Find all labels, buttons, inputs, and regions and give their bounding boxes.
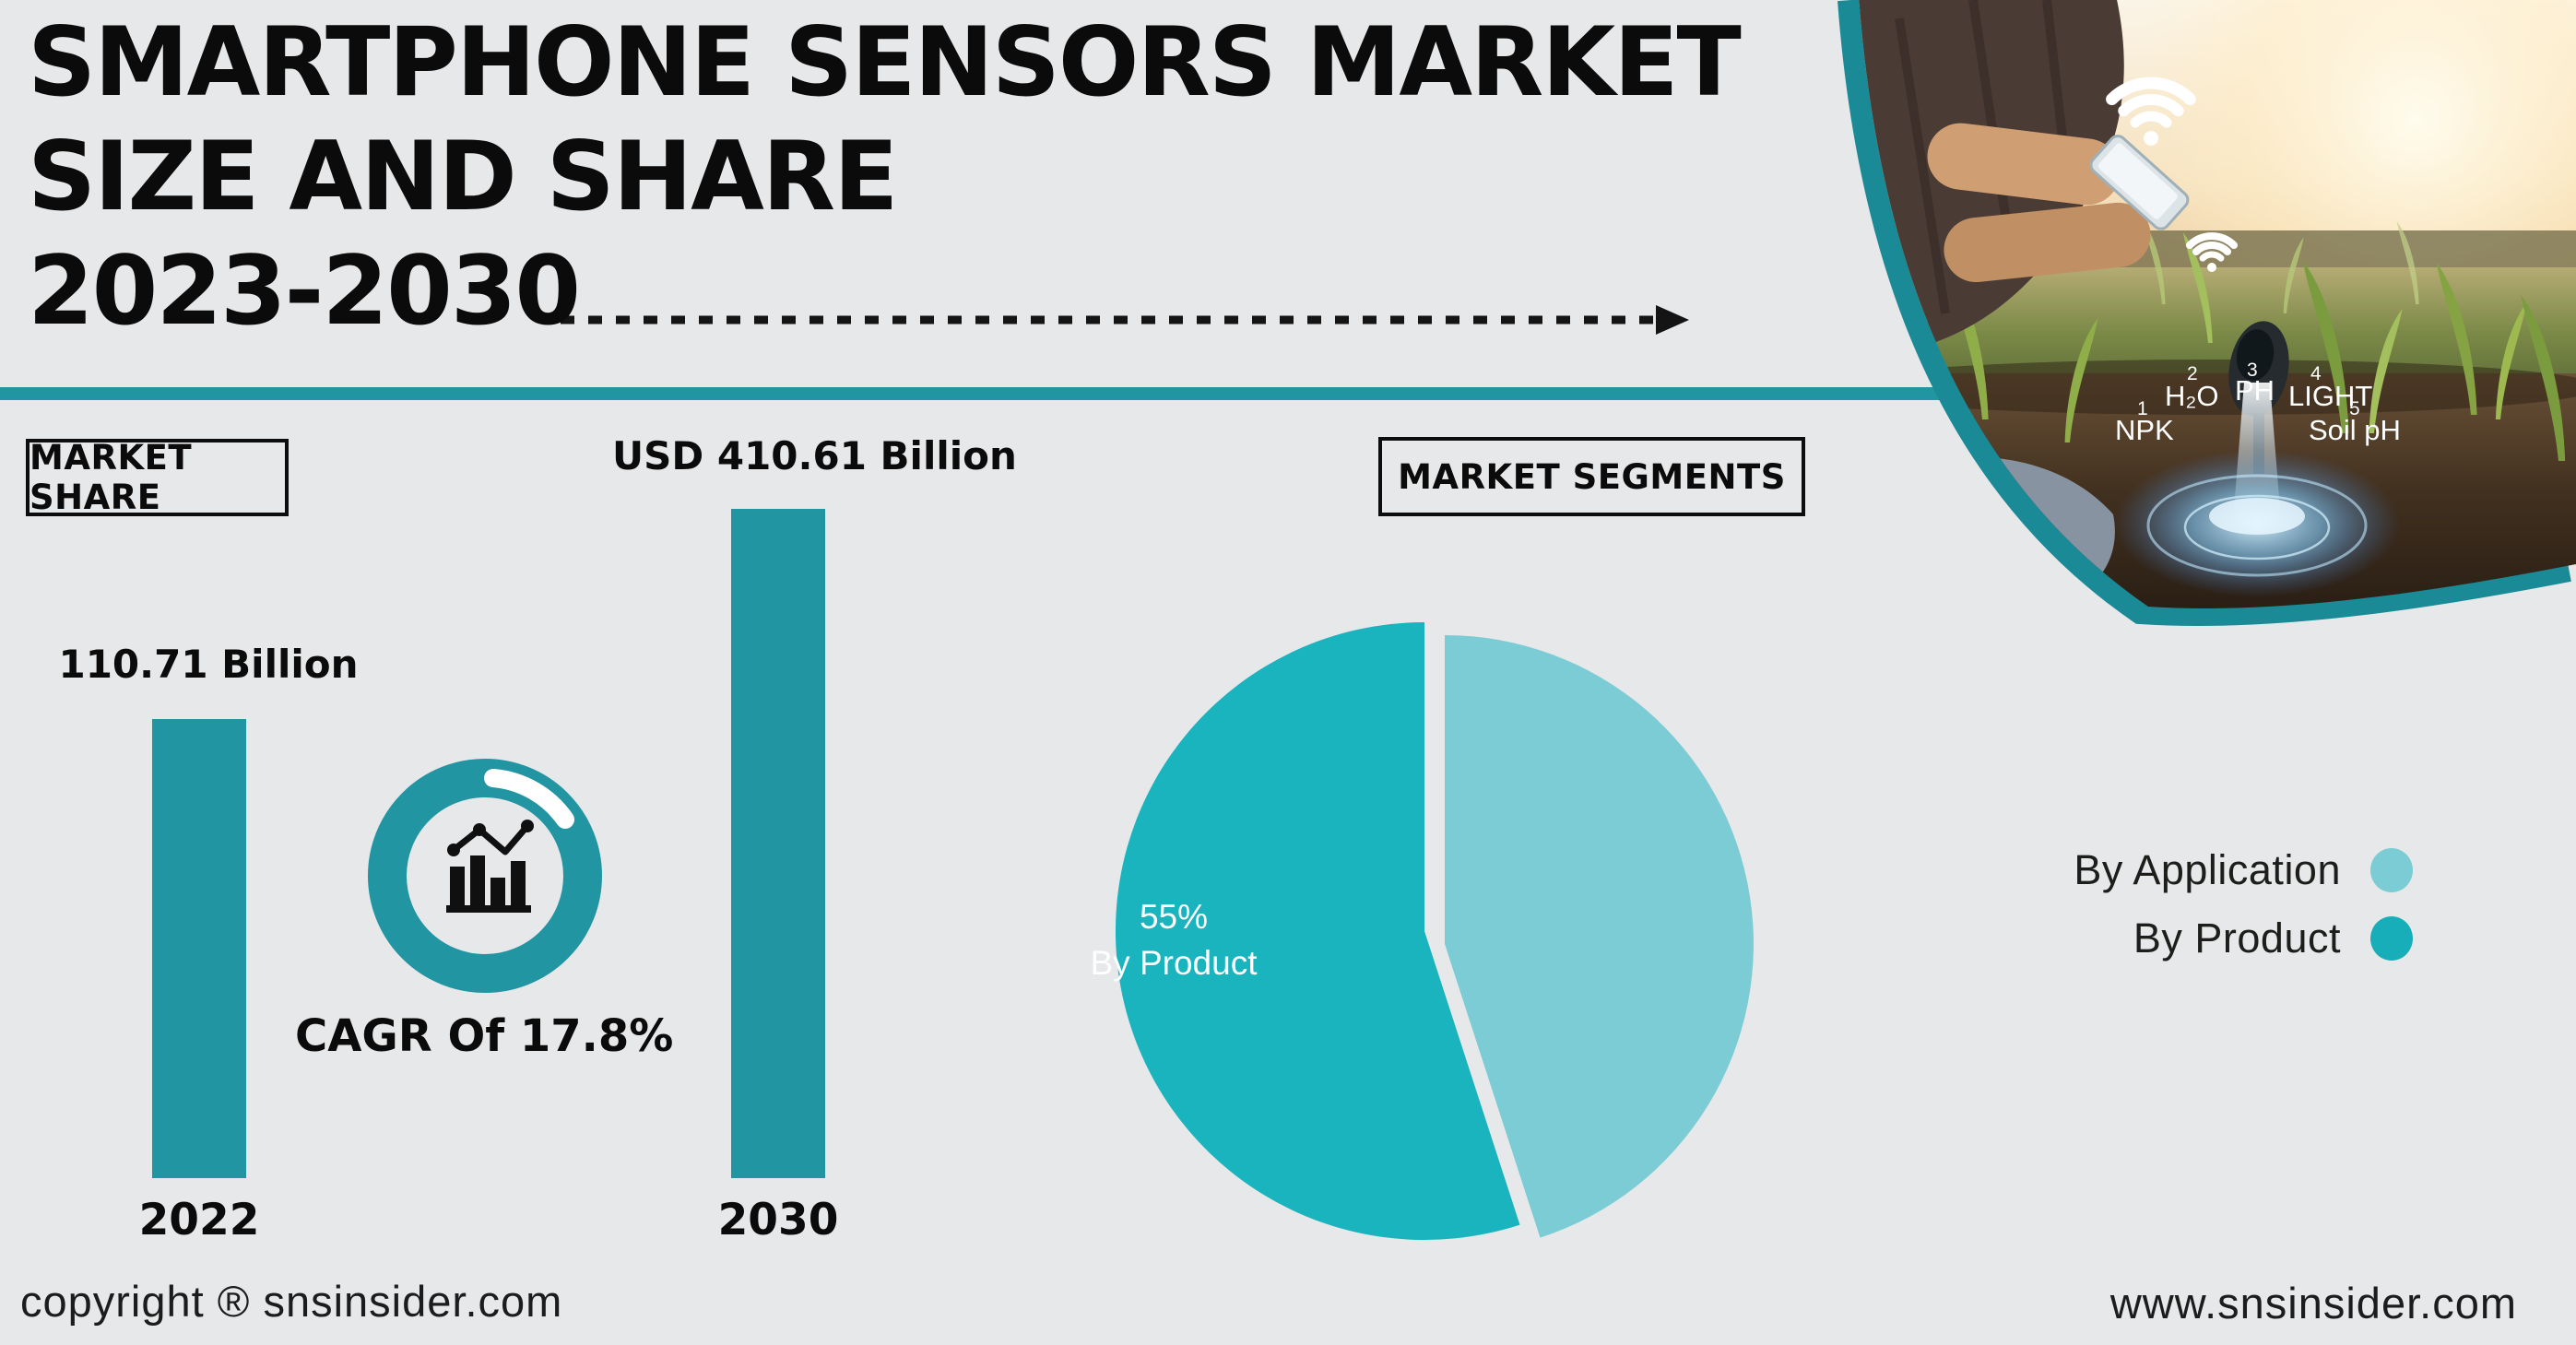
smartphone xyxy=(2089,135,2190,230)
soil-scan-glow xyxy=(2114,383,2400,597)
pie-callout: 55% By Product xyxy=(1008,894,1340,986)
legend-dot-by-product xyxy=(2370,916,2413,961)
market-share-heading-label: MARKET SHARE xyxy=(30,438,193,517)
arrow-head-icon xyxy=(1656,305,1689,335)
market-share-heading: MARKET SHARE xyxy=(26,438,289,517)
tag-h2o: H₂O xyxy=(2165,380,2219,412)
cagr-ring-badge xyxy=(368,759,602,993)
pie-legend: By Application By Product xyxy=(2074,846,2413,962)
bar-2030 xyxy=(731,509,825,1178)
title-line-1: SMARTPHONE SENSORS MARKET xyxy=(28,7,1742,118)
wifi-icon-small xyxy=(2186,232,2238,272)
farmer-forearm xyxy=(1944,202,2151,283)
legend-label-by-product: By Product xyxy=(2133,914,2341,962)
legend-dot-by-application xyxy=(2370,848,2413,892)
tag-num-1: 1 xyxy=(2137,398,2148,419)
axis-label-2030: 2030 xyxy=(717,1195,839,1245)
sensor-tags: 1 NPK 2 H₂O 3 PH 4 LIGHT 5 Soil pH xyxy=(2115,360,2401,446)
tag-num-4: 4 xyxy=(2310,363,2322,384)
value-label-2030: USD 410.61 Billion xyxy=(612,433,1017,478)
market-segments-heading: MARKET SEGMENTS xyxy=(1378,437,1805,516)
market-segments-heading-label: MARKET SEGMENTS xyxy=(1398,456,1786,497)
smart-farming-photo: 1 NPK 2 H₂O 3 PH 4 LIGHT 5 Soil pH xyxy=(1837,0,2576,626)
bar-2022 xyxy=(152,719,246,1178)
pie-slice-by-application xyxy=(1445,635,1754,1238)
page-title: SMARTPHONE SENSORS MARKET SIZE AND SHARE… xyxy=(28,6,1742,348)
teal-divider-bar xyxy=(0,387,2576,400)
tag-num-3: 3 xyxy=(2247,360,2258,381)
tag-num-5: 5 xyxy=(2349,398,2360,419)
cagr-label: CAGR Of 17.8% xyxy=(295,1010,674,1062)
legend-row-by-product: By Product xyxy=(2133,914,2413,962)
wifi-icon xyxy=(2106,77,2196,146)
tag-num-2: 2 xyxy=(2187,363,2198,384)
legend-row-by-application: By Application xyxy=(2074,846,2413,894)
market-segments-pie xyxy=(1115,622,1754,1241)
legend-label-by-application: By Application xyxy=(2074,846,2341,893)
photo-border-arc xyxy=(1837,0,2571,626)
chart-growth-icon xyxy=(446,820,534,913)
tag-soil-ph: Soil pH xyxy=(2309,414,2401,446)
title-line-2: SIZE AND SHARE xyxy=(28,122,898,232)
soil-shadow-band xyxy=(1859,360,2576,415)
copyright-text: copyright ® snsinsider.com xyxy=(20,1277,563,1326)
dotted-arrow xyxy=(561,305,1689,335)
pie-slice-by-product xyxy=(1115,622,1520,1241)
axis-label-2022: 2022 xyxy=(138,1195,260,1245)
pie-callout-label: By Product xyxy=(1090,944,1258,982)
tag-npk: NPK xyxy=(2115,414,2174,446)
pie-callout-pct: 55% xyxy=(1139,898,1209,936)
ring-highlight-arc xyxy=(484,769,574,829)
website-link[interactable]: www.snsinsider.com xyxy=(2109,1279,2517,1327)
photo-content: 1 NPK 2 H₂O 3 PH 4 LIGHT 5 Soil pH xyxy=(1859,0,2576,608)
title-line-3: 2023-2030 xyxy=(28,236,581,347)
farmer-arm xyxy=(1927,123,2121,206)
value-label-2022: 110.71 Billion xyxy=(58,642,359,687)
tag-light: LIGHT xyxy=(2288,380,2372,412)
tag-ph: PH xyxy=(2235,374,2275,407)
